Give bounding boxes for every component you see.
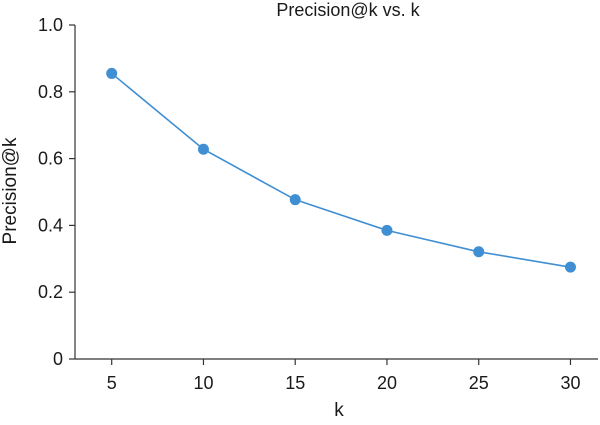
x-tick-label: 10 — [193, 373, 213, 393]
data-point — [381, 224, 393, 236]
y-ticks: 0 0.2 0.4 0.6 0.8 1.0 — [38, 15, 75, 369]
x-tick-label: 15 — [285, 373, 305, 393]
y-tick-label: 0.8 — [38, 82, 63, 102]
data-point — [289, 194, 301, 206]
x-ticks: 5 10 15 20 25 30 — [107, 359, 580, 393]
y-tick-label: 0.4 — [38, 215, 63, 235]
x-tick-label: 25 — [469, 373, 489, 393]
axes — [74, 25, 598, 360]
data-point — [197, 143, 209, 155]
x-tick-label: 30 — [560, 373, 580, 393]
x-tick-label: 20 — [377, 373, 397, 393]
chart-title: Precision@k vs. k — [276, 0, 420, 20]
data-point — [564, 261, 576, 273]
data-point — [106, 67, 118, 79]
x-tick-label: 5 — [107, 373, 117, 393]
y-tick-label: 1.0 — [38, 15, 63, 35]
y-tick-label: 0.6 — [38, 149, 63, 169]
y-tick-label: 0 — [53, 349, 63, 369]
y-axis-title: Precision@k — [0, 137, 21, 244]
data-point — [473, 246, 485, 258]
series-line — [111, 72, 571, 268]
y-tick-label: 0.2 — [38, 282, 63, 302]
x-axis-title: k — [334, 400, 344, 420]
series-layer — [106, 67, 576, 273]
